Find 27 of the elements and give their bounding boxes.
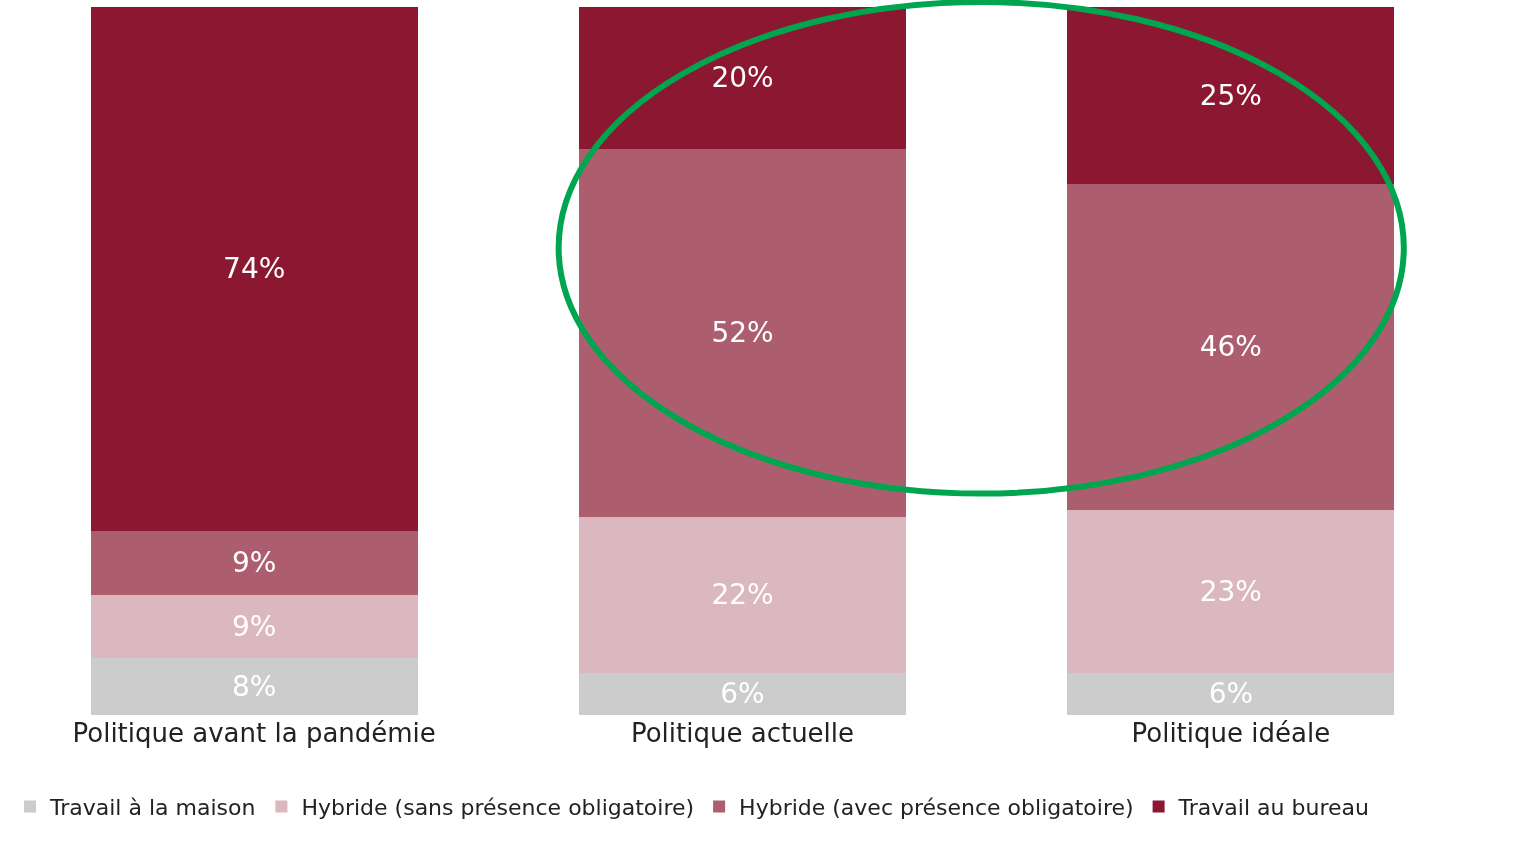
legend-label: Hybride (sans présence obligatoire) [301,795,695,821]
bar [578,672,907,715]
bar [90,658,418,715]
data-label: 52% [711,316,774,350]
bar [1067,184,1395,510]
data-label: 23% [1199,574,1262,608]
x-tick-label: Politique actuelle [630,718,855,748]
bar [1067,509,1395,673]
bar [1067,7,1395,184]
bar [90,530,418,595]
data-label: 9% [231,610,277,643]
bar [578,7,907,149]
bar [578,516,907,673]
legend-label: Travail à la maison [49,795,256,821]
data-label: 46% [1199,330,1262,364]
legend-label: Travail au bureau [1177,795,1369,821]
data-label: 22% [711,578,774,612]
data-label: 25% [1199,79,1262,112]
bar [1067,672,1395,715]
x-tick-label: Politique idéale [1131,718,1331,748]
data-label: 9% [231,546,277,580]
x-tick-label: Politique avant la pandémie [72,718,436,748]
data-label: 74% [223,252,286,286]
data-label: 20% [711,61,774,95]
legend-label: Hybride (avec présence obligatoire) [739,795,1134,821]
bar [90,7,418,531]
bar [90,594,418,659]
